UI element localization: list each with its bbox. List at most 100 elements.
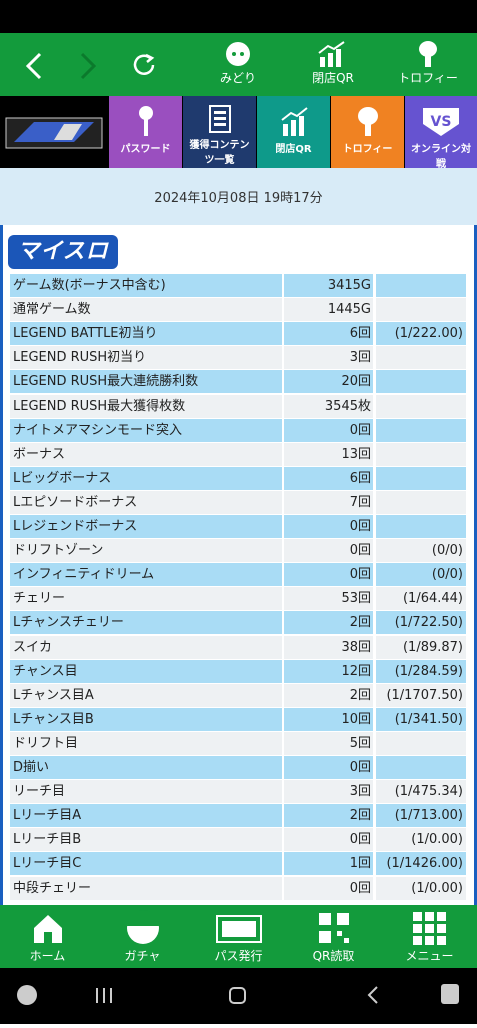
svg-text:VS: VS — [431, 114, 452, 130]
row-label: Lリーチ目C — [10, 852, 282, 876]
row-label: LEGEND RUSH最大連続勝利数 — [10, 370, 282, 394]
bottom-label: ガチャ — [124, 949, 161, 963]
row-label: D揃い — [10, 756, 282, 779]
system-buttons — [17, 984, 459, 1005]
bottom-item[interactable]: ガチャ — [95, 905, 190, 968]
row-ratio: (1/0.00) — [376, 876, 466, 900]
table-row: チャンス目 12回 (1/284.59) — [10, 659, 466, 683]
row-label: スイカ — [10, 635, 282, 659]
row-label: LEGEND RUSH初当り — [10, 346, 282, 370]
table-row: スイカ 38回 (1/89.87) — [10, 635, 466, 659]
back-button[interactable] — [22, 51, 46, 81]
table-row: Lチャンス目B 10回 (1/341.50) — [10, 707, 466, 731]
row-ratio — [376, 466, 466, 490]
row-ratio — [376, 490, 466, 514]
row-ratio: (1/475.34) — [376, 780, 466, 804]
row-value: 0回 — [284, 828, 373, 852]
row-value: 7回 — [284, 490, 373, 514]
table-row: リーチ目 3回 (1/475.34) — [10, 780, 466, 804]
table-row: ボーナス 13回 — [10, 442, 466, 466]
nav-trophy[interactable]: トロフィー — [383, 33, 473, 96]
table-row: D揃い 0回 — [10, 756, 466, 779]
row-value: 10回 — [284, 707, 373, 731]
forward-button[interactable] — [76, 51, 100, 81]
row-label: Lビッグボーナス — [10, 466, 282, 490]
row-value: 0回 — [284, 515, 373, 538]
table-row: Lリーチ目C 1回 (1/1426.00) — [10, 852, 466, 876]
menu-label: トロフィー — [342, 144, 393, 155]
row-value: 0回 — [284, 876, 373, 900]
bottom-item[interactable]: QR読取 — [286, 905, 381, 968]
row-label: Lリーチ目B — [10, 828, 282, 852]
status-bar — [0, 0, 477, 33]
table-row: Lレジェンドボーナス 0回 — [10, 515, 466, 538]
row-label: 中段チェリー — [10, 876, 282, 900]
row-label: Lチャンス目A — [10, 683, 282, 707]
row-value: 1445G — [284, 298, 373, 322]
table-row: LEGEND RUSH最大獲得枚数 3545枚 — [10, 394, 466, 418]
row-value: 12回 — [284, 659, 373, 683]
row-label: LEGEND BATTLE初当り — [10, 322, 282, 346]
bottom-item[interactable]: メニュー — [382, 905, 477, 968]
row-value: 53回 — [284, 587, 373, 611]
menu-button[interactable]: 閉店QR — [257, 96, 330, 168]
row-value: 20回 — [284, 370, 373, 394]
row-label: リーチ目 — [10, 780, 282, 804]
bottom-item[interactable]: パス発行 — [191, 905, 286, 968]
row-label: チャンス目 — [10, 659, 282, 683]
table-row: Lリーチ目A 2回 (1/713.00) — [10, 804, 466, 828]
nav-label: みどり — [219, 71, 256, 85]
section-title: マイスロ — [8, 235, 118, 269]
row-ratio — [376, 370, 466, 394]
row-value: 3545枚 — [284, 394, 373, 418]
row-label: Lリーチ目A — [10, 804, 282, 828]
bottom-label: パス発行 — [214, 949, 263, 963]
game-logo[interactable] — [4, 110, 104, 154]
reload-button[interactable] — [130, 51, 158, 79]
menu-button[interactable]: トロフィー — [331, 96, 404, 168]
row-ratio: (1/722.50) — [376, 611, 466, 635]
menu-button[interactable]: 獲得コンテンツ一覧 — [183, 96, 256, 168]
row-ratio: (0/0) — [376, 563, 466, 587]
table-row: ドリフト目 5回 — [10, 731, 466, 755]
row-value: 0回 — [284, 418, 373, 442]
row-value: 6回 — [284, 322, 373, 346]
row-value: 0回 — [284, 563, 373, 587]
table-row: LEGEND BATTLE初当り 6回 (1/222.00) — [10, 322, 466, 346]
row-value: 3415G — [284, 274, 373, 297]
nav-qr[interactable]: 閉店QR — [288, 33, 378, 96]
menu-label: パスワード — [120, 144, 171, 155]
bottom-item[interactable]: ホーム — [0, 905, 95, 968]
table-row: ゲーム数(ボーナス中含む) 3415G — [10, 274, 466, 297]
row-label: ゲーム数(ボーナス中含む) — [10, 274, 282, 297]
table-row: Lリーチ目B 0回 (1/0.00) — [10, 828, 466, 852]
menu-label: オンライン対戦 — [411, 144, 471, 170]
menu-button[interactable]: パスワード — [109, 96, 182, 168]
row-ratio — [376, 274, 466, 297]
table-row: 中段チェリー 0回 (1/0.00) — [10, 876, 466, 900]
row-value: 5回 — [284, 731, 373, 755]
table-row: Lチャンスチェリー 2回 (1/722.50) — [10, 611, 466, 635]
bottom-label: メニュー — [405, 949, 454, 963]
table-row: インフィニティドリーム 0回 (0/0) — [10, 563, 466, 587]
row-ratio: (1/1707.50) — [376, 683, 466, 707]
row-ratio — [376, 298, 466, 322]
menu-button[interactable]: VS オンライン対戦 — [405, 96, 477, 170]
row-label: Lレジェンドボーナス — [10, 515, 282, 538]
nav-label: 閉店QR — [312, 71, 354, 85]
row-ratio — [376, 756, 466, 779]
row-value: 13回 — [284, 442, 373, 466]
table-row: チェリー 53回 (1/64.44) — [10, 587, 466, 611]
row-ratio: (1/1426.00) — [376, 852, 466, 876]
row-value: 0回 — [284, 756, 373, 779]
row-ratio: (1/341.50) — [376, 707, 466, 731]
row-ratio — [376, 515, 466, 538]
nav-midori[interactable]: みどり — [193, 33, 283, 96]
row-label: ナイトメアマシンモード突入 — [10, 418, 282, 442]
row-ratio — [376, 346, 466, 370]
row-ratio: (1/284.59) — [376, 659, 466, 683]
row-value: 6回 — [284, 466, 373, 490]
row-ratio — [376, 394, 466, 418]
row-value: 2回 — [284, 804, 373, 828]
